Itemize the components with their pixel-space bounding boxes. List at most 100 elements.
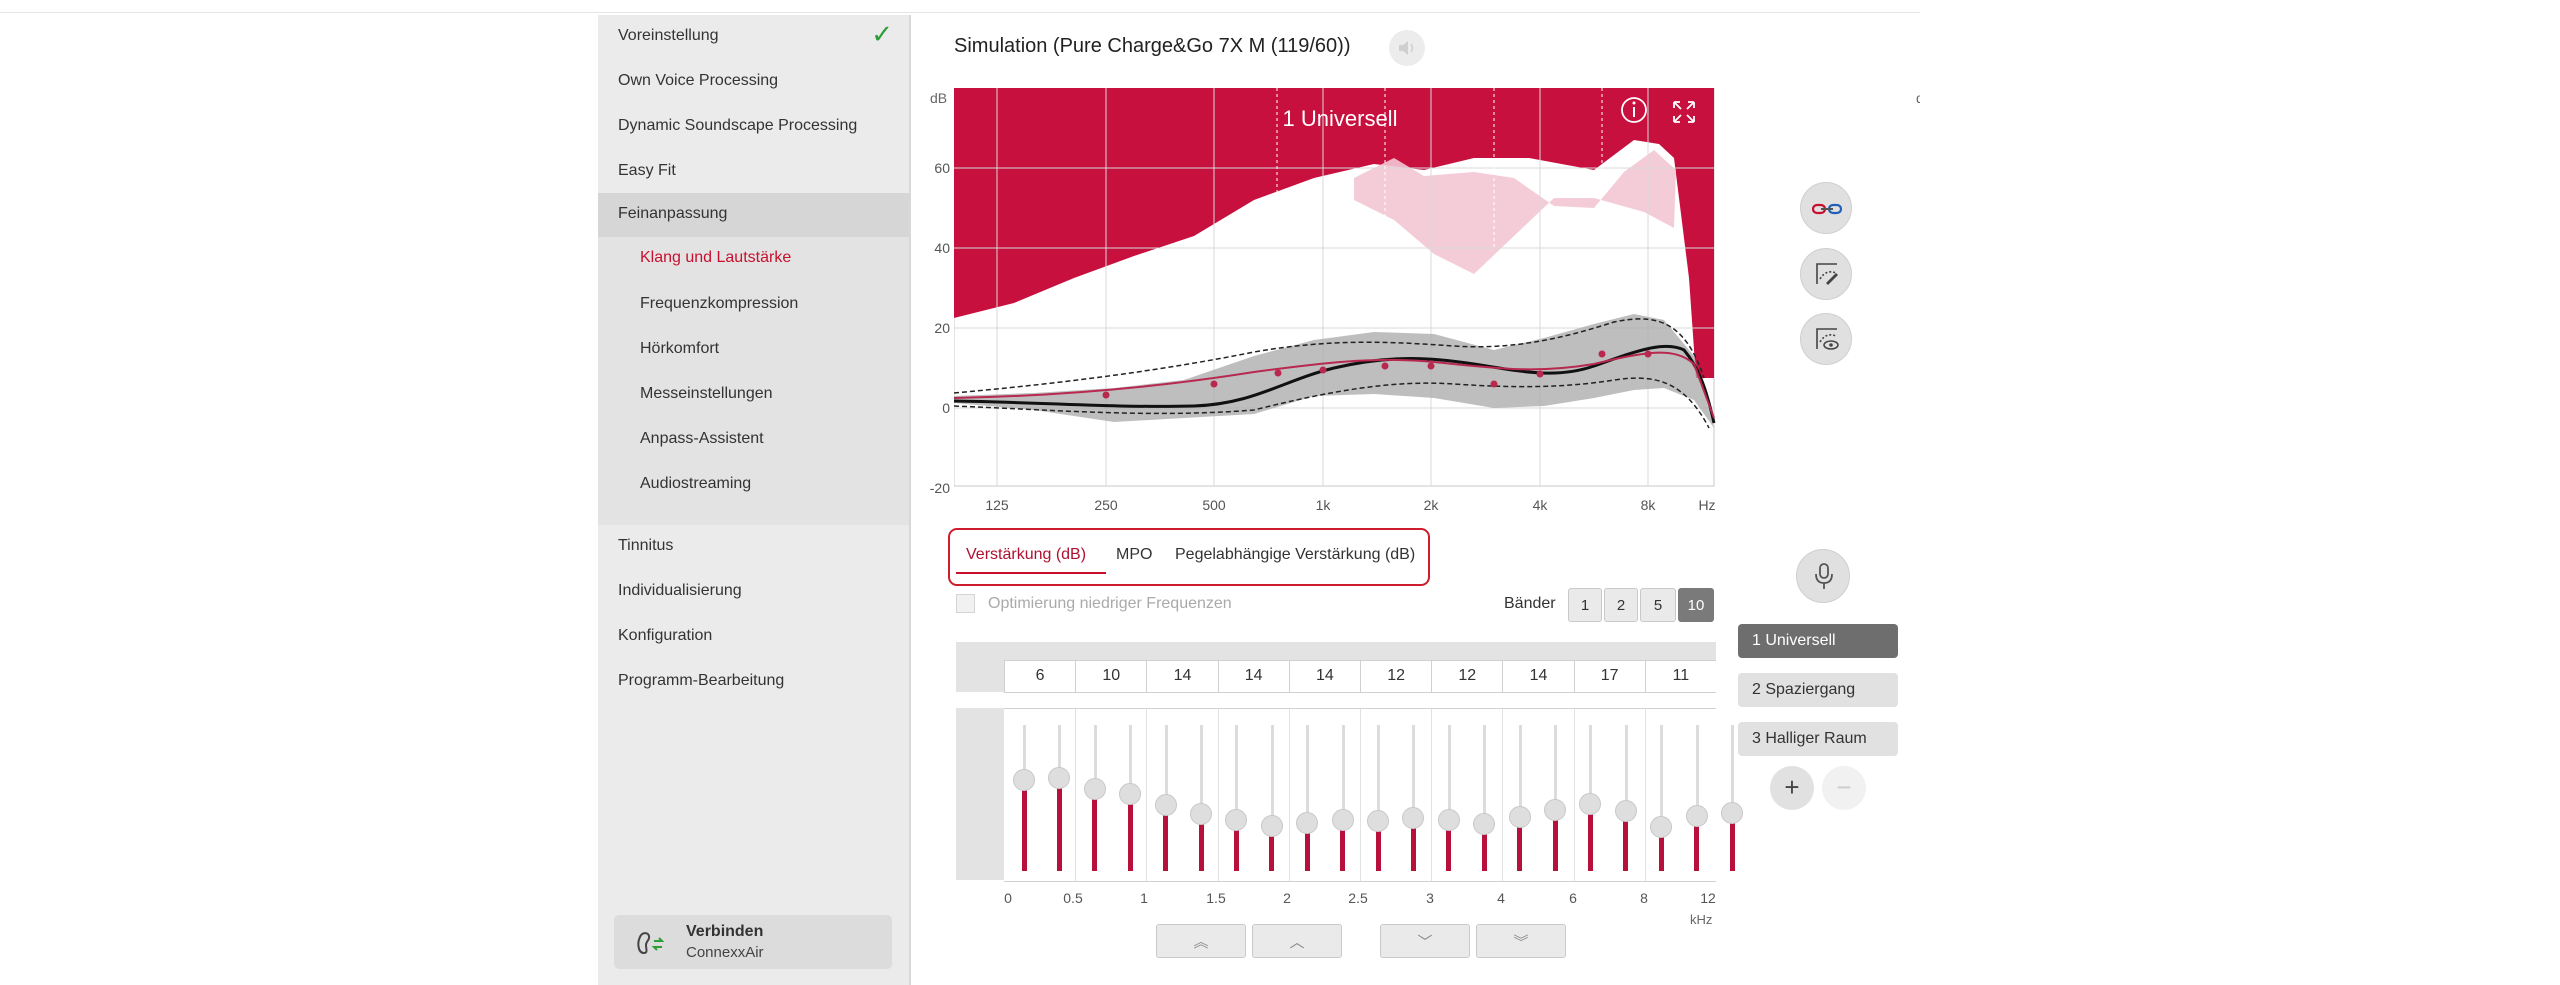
slider-handle[interactable] — [1119, 782, 1142, 805]
program-universell[interactable]: 1 Universell — [1738, 624, 1898, 658]
connect-button[interactable]: Verbinden ConnexxAir — [614, 915, 892, 969]
sidebar-item-tinnitus[interactable]: Tinnitus — [598, 525, 909, 567]
slider-handle[interactable] — [1083, 778, 1106, 801]
link-tool-button[interactable] — [1800, 182, 1852, 234]
sidebar-item-hoerkomfort[interactable]: Hörkomfort — [598, 328, 909, 370]
band-button-2[interactable]: 2 — [1604, 588, 1638, 622]
slider-handle[interactable] — [1296, 811, 1319, 834]
slider-track[interactable] — [1306, 725, 1310, 871]
response-graph[interactable] — [954, 88, 1716, 488]
band-divider — [1217, 709, 1219, 881]
slider-handle[interactable] — [1225, 808, 1248, 831]
gain-cell[interactable]: 14 — [1217, 660, 1289, 692]
remove-program-button[interactable]: − — [1822, 766, 1866, 810]
low-freq-checkbox[interactable] — [956, 594, 975, 613]
gain-row: 6 10 14 14 14 12 12 14 17 11 — [1004, 660, 1716, 693]
gain-cell[interactable]: 17 — [1573, 660, 1645, 692]
frequency-tick: 0 — [1004, 890, 1012, 906]
frequency-tick: 1.5 — [1206, 890, 1226, 906]
sidebar-item-individualisierung[interactable]: Individualisierung — [598, 570, 909, 612]
tab-mpo[interactable]: MPO — [1116, 546, 1153, 563]
slider-handle[interactable] — [1048, 766, 1071, 789]
slider-handle[interactable] — [1650, 816, 1673, 839]
slider-track[interactable] — [1447, 725, 1451, 871]
slider-handle[interactable] — [1154, 794, 1177, 817]
step-down-large-button[interactable]: ︾ — [1476, 924, 1566, 958]
slider-handle[interactable] — [1367, 810, 1389, 833]
sidebar-item-programm-bearbeitung[interactable]: Programm-Bearbeitung — [598, 660, 909, 702]
program-spaziergang[interactable]: 2 Spaziergang — [1738, 673, 1898, 707]
step-up-large-button[interactable]: ︽ — [1156, 924, 1246, 958]
sidebar-item-easy-fit[interactable]: Easy Fit — [598, 150, 909, 192]
gain-cell[interactable]: 12 — [1360, 660, 1431, 692]
slider-track[interactable] — [1235, 725, 1239, 871]
slider-track[interactable] — [1341, 725, 1345, 871]
band-button-1[interactable]: 1 — [1568, 588, 1602, 622]
slider-handle[interactable] — [1437, 808, 1460, 831]
sidebar-item-audiostreaming[interactable]: Audiostreaming — [598, 463, 909, 505]
slider-track[interactable] — [1624, 725, 1628, 871]
sidebar-item-label: Own Voice Processing — [618, 72, 779, 89]
step-down-button[interactable]: ﹀ — [1380, 924, 1470, 958]
gain-cell[interactable]: 14 — [1502, 660, 1573, 692]
y-tick: 40 — [934, 240, 950, 256]
band-button-10[interactable]: 10 — [1678, 588, 1714, 622]
sidebar-item-label: Hörkomfort — [640, 340, 720, 357]
step-up-button[interactable]: ︿ — [1252, 924, 1342, 958]
slider-track[interactable] — [1200, 725, 1203, 871]
slider-handle[interactable] — [1190, 803, 1212, 826]
sidebar-item-anpass-assistent[interactable]: Anpass-Assistent — [598, 418, 909, 460]
slider-track[interactable] — [1377, 725, 1380, 871]
slider-handle[interactable] — [1473, 813, 1496, 836]
slider-track[interactable] — [1270, 725, 1274, 871]
band-button-5[interactable]: 5 — [1640, 588, 1676, 622]
slider-track[interactable] — [1483, 725, 1487, 871]
microphone-button[interactable] — [1796, 549, 1850, 603]
program-halliger-raum[interactable]: 3 Halliger Raum — [1738, 722, 1898, 756]
sidebar-item-own-voice[interactable]: Own Voice Processing — [598, 60, 909, 102]
sidebar-item-feinanpassung[interactable]: Feinanpassung — [598, 193, 909, 237]
x-tick: Hz — [1698, 497, 1716, 513]
sidebar-item-messeinstellungen[interactable]: Messeinstellungen — [598, 373, 909, 415]
sidebar-item-label: Easy Fit — [618, 162, 676, 179]
slider-track[interactable] — [1695, 725, 1699, 871]
sidebar-item-konfiguration[interactable]: Konfiguration — [598, 615, 909, 657]
tab-verstaerkung[interactable]: Verstärkung (dB) — [966, 546, 1087, 563]
view-curve-button[interactable] — [1800, 313, 1852, 365]
gain-cell[interactable]: 11 — [1644, 660, 1716, 692]
gain-cell[interactable]: 12 — [1431, 660, 1502, 692]
slider-handle[interactable] — [1402, 807, 1425, 830]
mute-button[interactable] — [1389, 30, 1425, 66]
slider-track[interactable] — [1518, 725, 1522, 871]
slider-track[interactable] — [1554, 725, 1557, 871]
slider-handle[interactable] — [1579, 792, 1602, 815]
sidebar-item-klang-lautstaerke[interactable]: Klang und Lautstärke — [598, 237, 909, 279]
slider-handle[interactable] — [1721, 801, 1743, 824]
sidebar-item-frequenzkompression[interactable]: Frequenzkompression — [598, 283, 909, 325]
gain-cell[interactable]: 10 — [1075, 660, 1146, 692]
edit-curve-button[interactable] — [1800, 248, 1852, 300]
slider-track[interactable] — [1731, 725, 1734, 871]
sidebar-item-dynamic-soundscape[interactable]: Dynamic Soundscape Processing — [598, 105, 909, 147]
slider-handle[interactable] — [1331, 808, 1354, 831]
slider-fill — [1269, 825, 1275, 871]
slider-handle[interactable] — [1614, 800, 1637, 823]
slider-track[interactable] — [1660, 725, 1664, 871]
gain-cell[interactable]: 14 — [1146, 660, 1217, 692]
info-icon[interactable] — [1621, 97, 1647, 123]
slider-handle[interactable] — [1013, 769, 1035, 792]
slider-track[interactable] — [1412, 725, 1416, 871]
slider-handle[interactable] — [1544, 798, 1566, 821]
add-program-button[interactable]: + — [1770, 766, 1814, 810]
y-tick: 60 — [934, 160, 950, 176]
gain-cell[interactable]: 6 — [1004, 660, 1075, 692]
gain-cell[interactable]: 14 — [1288, 660, 1360, 692]
sidebar-item-voreinstellung[interactable]: Voreinstellung ✓ — [598, 15, 909, 57]
sidebar: Voreinstellung ✓ Own Voice Processing Dy… — [598, 15, 909, 985]
slider-handle[interactable] — [1260, 814, 1283, 837]
tab-pegelabhaengige-verstaerkung[interactable]: Pegelabhängige Verstärkung (dB) — [1175, 546, 1416, 563]
slider-handle[interactable] — [1508, 805, 1531, 828]
band-divider — [1502, 709, 1504, 881]
fullscreen-icon[interactable] — [1673, 101, 1695, 123]
slider-handle[interactable] — [1685, 804, 1708, 827]
